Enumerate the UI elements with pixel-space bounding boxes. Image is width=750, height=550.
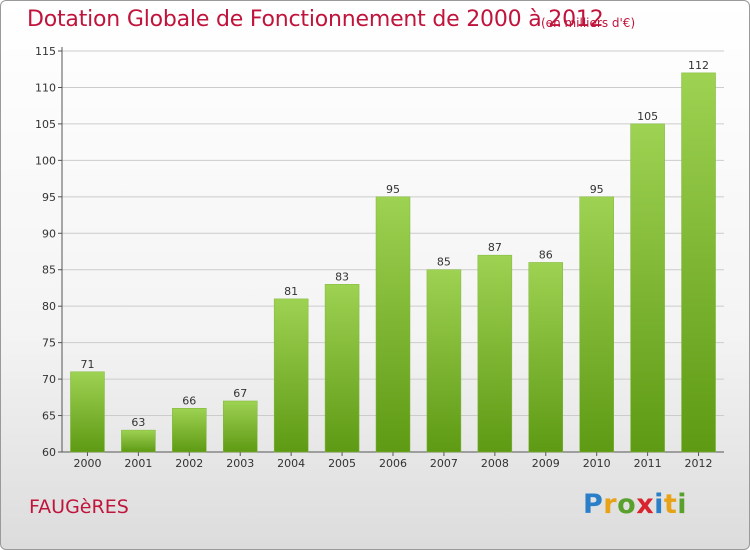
x-tick-label-2004: 2004 [277, 457, 305, 470]
y-tick-label-80: 80 [42, 300, 56, 313]
bar-2001 [121, 429, 156, 453]
data-label-2008: 87 [488, 241, 502, 254]
logo-letter: o [617, 489, 637, 520]
proxiti-logo[interactable]: Proxiti [583, 489, 687, 520]
data-label-2004: 81 [284, 285, 298, 298]
bar-2005 [324, 284, 360, 453]
y-tick-label-115: 115 [35, 45, 56, 58]
data-label-2007: 85 [437, 256, 451, 269]
y-tick-label-75: 75 [42, 337, 56, 350]
x-tick-label-2012: 2012 [685, 457, 713, 470]
logo-letter: i [677, 489, 688, 520]
chart-title: Dotation Globale de Fonctionnement de 20… [27, 7, 604, 32]
bar-2003 [222, 400, 258, 453]
x-tick-label-2000: 2000 [73, 457, 101, 470]
bar-2000 [70, 371, 105, 453]
y-tick-label-95: 95 [42, 191, 56, 204]
data-label-2002: 66 [182, 394, 196, 407]
logo-letter: t [663, 489, 678, 520]
x-tick-label-2002: 2002 [175, 457, 203, 470]
data-label-2005: 83 [335, 270, 349, 283]
x-tick-label-2011: 2011 [634, 457, 662, 470]
bar-2006 [375, 196, 411, 453]
bar-2010 [579, 196, 614, 453]
bar-2011 [630, 123, 665, 453]
y-tick-label-85: 85 [42, 264, 56, 277]
bar-2008 [477, 254, 513, 453]
logo-letter: r [603, 489, 618, 520]
bar-2007 [426, 269, 462, 453]
y-tick-label-90: 90 [42, 227, 56, 240]
y-tick-label-60: 60 [42, 446, 56, 459]
data-label-2006: 95 [386, 183, 400, 196]
data-label-2012: 112 [688, 59, 709, 72]
x-tick-label-2008: 2008 [481, 457, 509, 470]
y-tick-label-110: 110 [35, 81, 56, 94]
x-tick-label-2007: 2007 [430, 457, 458, 470]
data-label-2001: 63 [131, 416, 145, 429]
x-tick-label-2005: 2005 [328, 457, 356, 470]
commune-name: FAUGèRES [29, 496, 129, 518]
y-tick-label-70: 70 [42, 373, 56, 386]
x-tick-label-2010: 2010 [583, 457, 611, 470]
bars [70, 72, 716, 453]
x-tick-label-2003: 2003 [226, 457, 254, 470]
logo-letter: i [654, 489, 664, 520]
y-tick-label-105: 105 [35, 118, 56, 131]
bar-2004 [273, 298, 309, 453]
x-tick-label-2006: 2006 [379, 457, 407, 470]
data-label-2010: 95 [590, 183, 604, 196]
data-label-2009: 86 [539, 248, 553, 261]
bar-2009 [528, 262, 564, 453]
y-tick-label-100: 100 [35, 154, 56, 167]
data-label-2000: 71 [80, 358, 94, 371]
bar-2002 [172, 408, 207, 453]
data-label-2003: 67 [233, 387, 247, 400]
labels: 2000 71 2001 63 2002 66 2003 67 2004 81 2005 83 2006… [73, 59, 712, 470]
logo-letter: P [583, 489, 604, 520]
y-tick-label-65: 65 [42, 410, 56, 423]
data-label-2011: 105 [637, 110, 658, 123]
bar-2012 [681, 72, 716, 453]
unit-note: (en milliers d'€) [541, 16, 636, 30]
x-tick-label-2001: 2001 [124, 457, 152, 470]
logo-letter: x [636, 489, 655, 520]
x-tick-label-2009: 2009 [532, 457, 560, 470]
